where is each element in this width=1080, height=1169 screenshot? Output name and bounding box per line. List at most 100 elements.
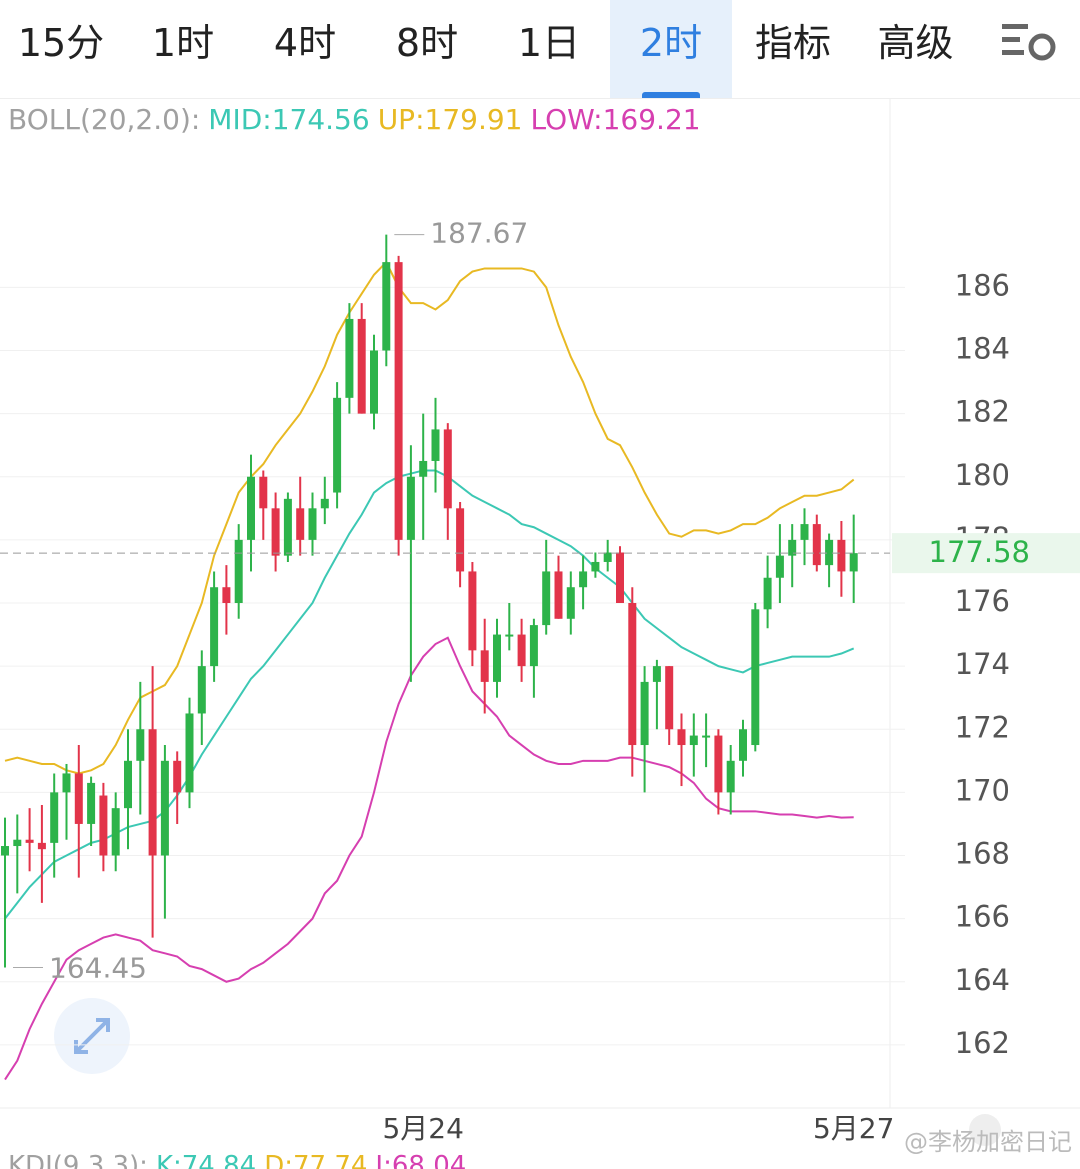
candle-body — [480, 650, 489, 682]
candle-body — [591, 561, 600, 572]
candle-body — [74, 773, 83, 824]
candle-body — [394, 262, 403, 540]
candle-body — [357, 318, 366, 414]
candle-body — [579, 571, 588, 588]
y-tick-label: 172 — [955, 710, 1010, 744]
candle-body — [271, 508, 280, 556]
candle-body — [370, 350, 378, 414]
candle-body — [99, 795, 108, 856]
candle-body — [247, 476, 255, 540]
candle-body — [124, 760, 132, 809]
candle-body — [210, 587, 219, 667]
legend-item: MID:174.56 — [208, 103, 369, 136]
candle-body — [800, 524, 809, 540]
y-tick-label: 162 — [955, 1026, 1010, 1060]
candle-body — [160, 760, 169, 856]
candle-body — [529, 625, 538, 667]
candle-body — [197, 666, 206, 714]
candle-body — [640, 681, 649, 746]
price-label: 177.58 — [929, 535, 1030, 569]
candle-body — [603, 552, 612, 562]
timeframe-tabs: 15分 1时 4时 8时 1日 2时 指标 高级 — [0, 0, 1080, 99]
candle-body — [702, 735, 711, 738]
candle-body — [111, 808, 120, 856]
legend-item: D:77.74 — [264, 1151, 367, 1169]
watermark-icon — [969, 1114, 1001, 1146]
candle-body — [173, 760, 182, 793]
x-tick-label: 5月27 — [813, 1112, 894, 1145]
candle-body — [406, 476, 415, 540]
indicator-legend: BOLL(20,2.0): MID:174.56 UP:179.91 LOW:169.… — [8, 103, 701, 136]
y-tick-label: 182 — [955, 395, 1010, 429]
candle-body — [665, 666, 674, 730]
band-line — [4, 469, 855, 920]
candle-body — [714, 735, 723, 793]
y-tick-label: 166 — [955, 900, 1010, 934]
candle-body — [751, 609, 760, 746]
candle-body — [50, 792, 59, 843]
low-annotation: 164.45 — [49, 952, 147, 985]
watermark: @李杨加密日记 — [904, 1128, 1072, 1156]
candle-body — [652, 666, 661, 682]
candle-body — [616, 552, 624, 603]
indicator-legend: KDJ(9,3,3): K:74.84 D:77.74 J:68.04 — [8, 1151, 466, 1169]
candle-body — [554, 571, 563, 619]
band-line — [4, 636, 854, 1081]
tab[interactable]: 1日 — [517, 21, 581, 65]
candle-body — [136, 729, 145, 761]
x-tick-label: 5月24 — [382, 1112, 463, 1145]
candle-body — [677, 729, 686, 746]
candle-body — [443, 429, 452, 509]
price-box — [892, 533, 1080, 574]
candle-body — [320, 498, 329, 509]
candle-body — [726, 760, 735, 793]
legend-item: LOW:169.21 — [530, 103, 700, 136]
candle-body — [345, 318, 354, 398]
candle-body — [382, 262, 391, 351]
y-tick-label: 176 — [955, 584, 1010, 618]
candle-body — [837, 539, 846, 572]
legend-item: J:68.04 — [373, 1151, 466, 1169]
tab[interactable]: 1时 — [151, 21, 215, 65]
candle-body — [308, 508, 317, 540]
candle-body — [13, 839, 22, 847]
high-annotation: 187.67 — [430, 217, 528, 250]
candle-body — [775, 555, 784, 578]
tab[interactable]: 高级 — [877, 21, 954, 65]
y-tick-label: 186 — [955, 268, 1010, 302]
y-tick-label: 168 — [955, 837, 1010, 871]
candle-body — [739, 729, 747, 761]
candle-body — [1, 846, 9, 856]
candle-body — [296, 508, 305, 540]
candle-body — [419, 460, 428, 477]
candle-body — [763, 577, 772, 610]
candle-body — [62, 773, 71, 793]
legend-item: K:74.84 — [156, 1151, 256, 1169]
candle-body — [259, 476, 268, 509]
candle-body — [37, 842, 46, 850]
candle-body — [825, 539, 834, 566]
tab[interactable]: 指标 — [754, 21, 831, 65]
y-tick-label: 184 — [955, 332, 1010, 366]
candle-body — [517, 634, 526, 667]
candle-body — [493, 634, 501, 682]
candle-body — [333, 397, 342, 493]
candle-body — [456, 508, 465, 572]
tab[interactable]: 2时 — [610, 0, 732, 98]
candle-body — [566, 587, 575, 619]
candle-body — [505, 634, 514, 637]
candle-body — [849, 553, 858, 572]
settings-icon[interactable] — [1002, 24, 1056, 61]
y-tick-label: 180 — [955, 458, 1010, 492]
candle-body — [542, 571, 551, 626]
y-tick-label: 164 — [955, 963, 1010, 997]
candle-body — [222, 587, 231, 603]
expand-button[interactable] — [54, 998, 130, 1074]
tab[interactable]: 8时 — [395, 21, 459, 65]
tab[interactable]: 15分 — [17, 21, 105, 65]
tab[interactable]: 4时 — [273, 21, 337, 65]
candle-body — [431, 429, 440, 461]
y-tick-label: 174 — [955, 647, 1010, 681]
